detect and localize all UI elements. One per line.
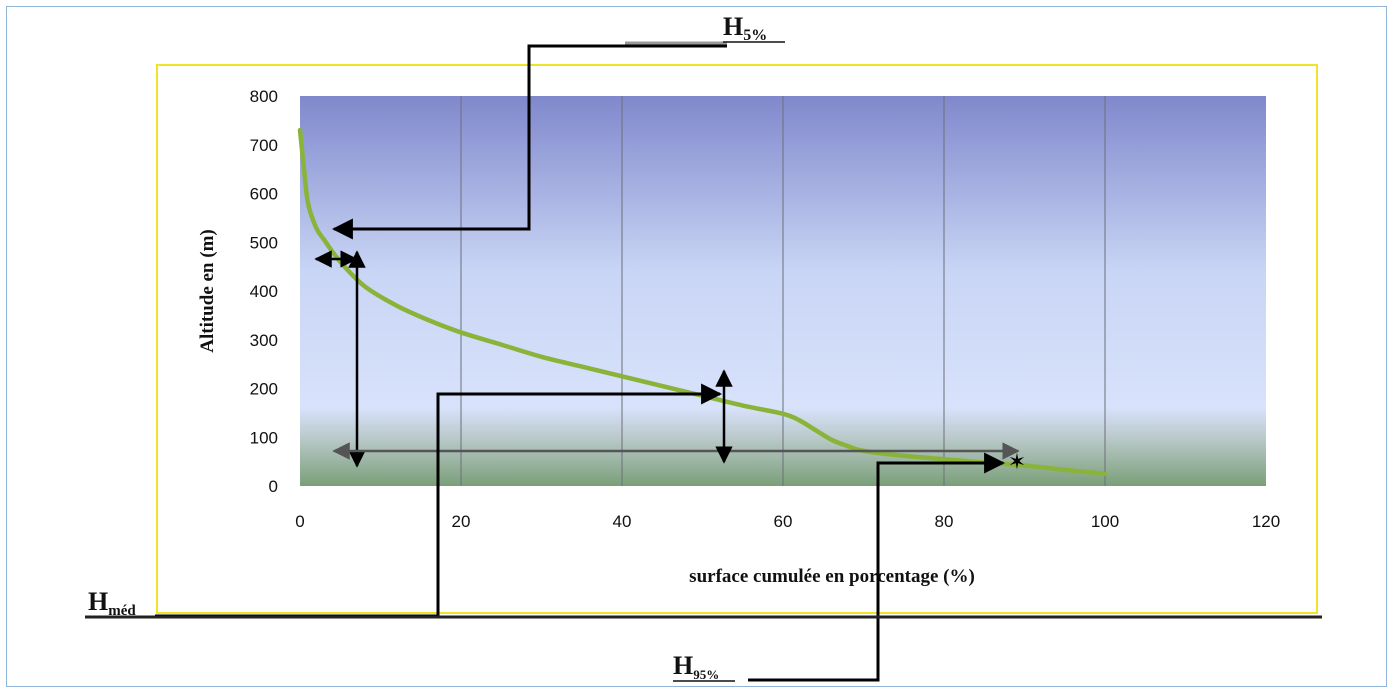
x-tick-label: 60 — [774, 512, 793, 531]
hmed-label: Hméd — [88, 587, 136, 619]
y-tick-label: 400 — [250, 282, 278, 301]
x-tick-label: 20 — [452, 512, 471, 531]
h5-label: H5% — [723, 12, 767, 44]
x-tick-label: 0 — [295, 512, 304, 531]
y-tick-labels: 0 100 200 300 400 500 600 700 800 — [250, 87, 278, 496]
y-tick-label: 300 — [250, 331, 278, 350]
y-tick-label: 200 — [250, 380, 278, 399]
x-tick-label: 120 — [1252, 512, 1280, 531]
x-tick-label: 80 — [935, 512, 954, 531]
y-tick-label: 0 — [269, 477, 278, 496]
h95-leader-arrow — [748, 452, 1006, 682]
x-tick-label: 100 — [1091, 512, 1119, 531]
x-axis-label: surface cumulée en porcentage (%) — [689, 566, 975, 587]
y-tick-label: 600 — [250, 185, 278, 204]
h5-leader-arrow — [331, 44, 727, 240]
x-tick-label: 40 — [613, 512, 632, 531]
gridlines — [460, 96, 1106, 486]
h95-label: H95% — [673, 651, 719, 682]
figure-frame — [6, 6, 1387, 687]
annotation-arrows: ✶ — [85, 41, 1322, 682]
y-axis-label: Altitude en (m) — [197, 229, 218, 352]
y-tick-label: 500 — [250, 233, 278, 252]
y-tick-label: 100 — [250, 428, 278, 447]
y-tick-label: 700 — [250, 136, 278, 155]
y-tick-label: 800 — [250, 87, 278, 106]
h95-point-marker: ✶ — [1008, 450, 1026, 475]
x-tick-labels: 0 20 40 60 80 100 120 — [295, 512, 1280, 531]
